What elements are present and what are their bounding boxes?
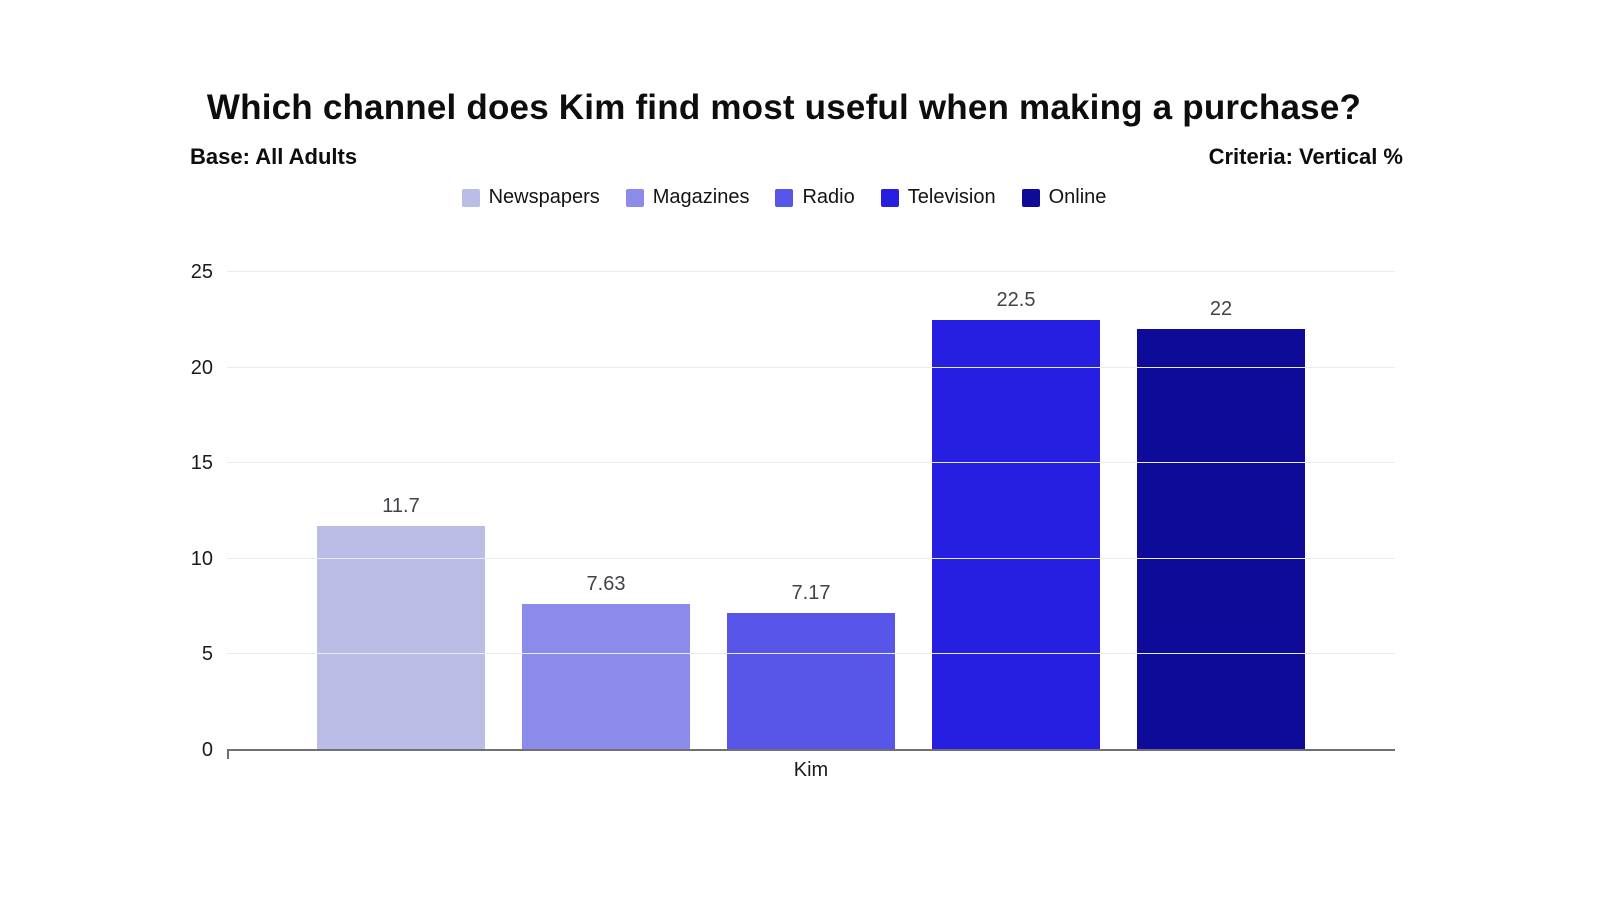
legend-swatch-icon [880,188,899,207]
bar-value-label-television: 22.5 [996,288,1036,311]
gridline-10 [227,557,1395,559]
x-axis-labels: Kim [227,759,1395,782]
x-category-label: Kim [793,759,829,781]
bar-slot-radio: 7.17 [727,272,895,750]
bar-value-label-radio: 7.17 [791,581,831,604]
bar-slot-newspapers: 11.7 [317,272,485,750]
legend-item-television[interactable]: Television [880,186,996,209]
bar-television[interactable] [932,319,1100,750]
bar-online[interactable] [1137,329,1305,750]
bar-radio[interactable] [727,612,895,750]
chart-title: Which channel does Kim find most useful … [206,88,1362,127]
y-tick-label-10: 10 [190,547,213,570]
gridline-5 [227,653,1395,655]
bar-magazines[interactable] [522,604,690,750]
criteria-note: Criteria: Vertical % [1208,144,1403,169]
bar-value-label-online: 22 [1209,298,1233,321]
legend-label: Newspapers [488,186,600,208]
gridline-20 [227,366,1395,368]
legend-swatch-icon [1021,188,1040,207]
y-axis: 0 5 10 15 20 25 [160,261,213,761]
legend-label: Television [907,186,996,208]
legend-label: Magazines [652,186,750,208]
bar-slot-online: 22 [1137,272,1305,750]
x-axis-line [227,749,1395,759]
legend-swatch-icon [775,188,794,207]
bar-slot-magazines: 7.63 [522,272,690,750]
gridline-15 [227,462,1395,464]
subtitle-row: Base: All Adults Criteria: Vertical % [190,144,1403,170]
bar-newspapers[interactable] [317,526,485,750]
y-tick-label-20: 20 [190,356,213,379]
legend-swatch-icon [461,188,480,207]
bar-group: 11.7 7.63 7.17 22.5 22 [227,272,1395,750]
y-tick-label-15: 15 [190,452,213,475]
gridline-25 [227,271,1395,272]
legend: Newspapers Magazines Radio Television Online [160,186,1408,209]
legend-swatch-icon [625,188,644,207]
legend-item-newspapers[interactable]: Newspapers [461,186,600,209]
bar-value-label-newspapers: 11.7 [382,495,420,518]
base-note: Base: All Adults [190,144,358,169]
y-tick-label-0: 0 [201,739,213,761]
legend-label: Radio [802,186,855,208]
y-tick-label-25: 25 [190,261,213,283]
legend-label: Online [1048,186,1107,208]
legend-item-radio[interactable]: Radio [775,186,855,209]
legend-item-online[interactable]: Online [1021,186,1107,209]
x-axis-origin-tick [227,751,229,759]
bar-slot-television: 22.5 [932,272,1100,750]
legend-item-magazines[interactable]: Magazines [625,186,750,209]
y-tick-label-5: 5 [201,643,213,666]
plot-area: 11.7 7.63 7.17 22.5 22 [227,271,1395,759]
bar-value-label-magazines: 7.63 [586,573,626,596]
